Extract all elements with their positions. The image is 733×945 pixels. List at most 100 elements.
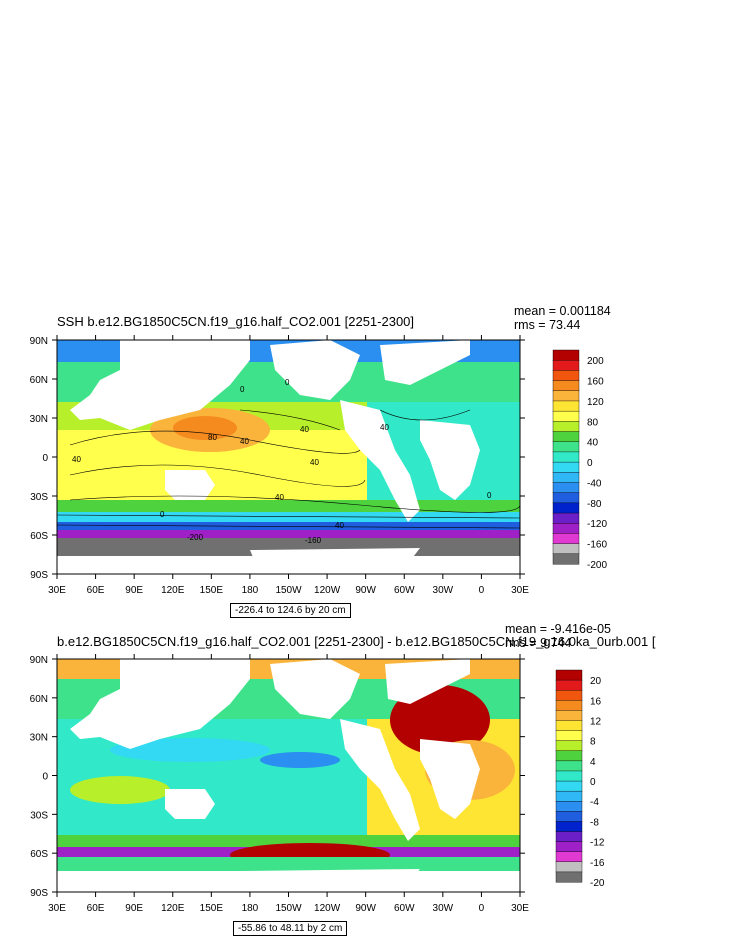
colorbar-label: 0 (590, 777, 596, 788)
lat-tick-label: 30N (30, 733, 48, 744)
colorbar-swatch (552, 482, 580, 494)
lon-tick-label: 60E (87, 903, 105, 914)
colorbar-swatch (555, 831, 583, 843)
map-title: SSH b.e12.BG1850C5CN.f19_g16.half_CO2.00… (57, 314, 415, 329)
rms-stat: rms = 73.44 (514, 318, 581, 332)
colorbar-swatch (552, 410, 580, 422)
colorbar-label: 160 (587, 377, 604, 388)
lat-axis: 90N 60N 30N 0 30S 60S 90S (30, 336, 525, 581)
lat-tick-label: 30S (30, 810, 48, 821)
colorbar-swatch (552, 543, 580, 555)
colorbar-label: -160 (587, 540, 607, 551)
lat-tick-label: 60N (30, 375, 48, 386)
lon-tick-label: 60W (394, 585, 415, 596)
lon-tick-label: 150E (200, 903, 224, 914)
map-svg: 80 40 40 40 40 40 0 40 0 0 -160 -200 40 … (30, 335, 607, 596)
lon-tick-label: 180 (242, 903, 259, 914)
contour-label: 0 (487, 491, 492, 500)
colorbar-label: 200 (587, 356, 604, 367)
mean-stat: mean = -9.416e-05 (505, 622, 611, 636)
map-field: 80 40 40 40 40 40 0 40 0 0 -160 -200 40 … (57, 340, 520, 574)
colorbar-label: -8 (590, 817, 599, 828)
colorbar-label: 8 (590, 737, 596, 748)
colorbar-swatch (555, 861, 583, 873)
colorbar-swatch (552, 390, 580, 402)
colorbar-swatch (552, 553, 580, 565)
contour-label: 40 (335, 521, 344, 530)
colorbar-swatch (555, 871, 583, 883)
lon-tick-label: 30E (48, 585, 66, 596)
colorbar-swatch (552, 461, 580, 473)
colorbar-label: -200 (587, 560, 607, 571)
colorbar-swatch (555, 689, 583, 701)
colorbar-swatch (555, 811, 583, 822)
colorbar-swatch (555, 760, 583, 772)
contour-label: -160 (305, 536, 322, 545)
colorbar-label: 16 (590, 696, 602, 707)
colorbar-swatch (552, 380, 580, 392)
lat-tick-label: 90N (30, 655, 48, 666)
contour-label: 40 (275, 493, 284, 502)
lon-tick-label: 90W (355, 585, 376, 596)
colorbar-swatch (552, 523, 580, 534)
lon-tick-label: 120E (161, 585, 185, 596)
mean-stat: mean = 0.001184 (514, 304, 611, 318)
lat-tick-label: 30N (30, 414, 48, 425)
colorbar-swatch (555, 851, 583, 863)
map-field (57, 659, 520, 892)
lon-tick-label: 30E (511, 903, 529, 914)
lon-tick-label: 180 (242, 585, 259, 596)
colorbar-label: 80 (587, 417, 599, 428)
lon-tick-label: 30E (511, 585, 529, 596)
lon-tick-label: 150W (275, 903, 302, 914)
lat-tick-label: 60S (30, 531, 48, 542)
lat-tick-label: 0 (42, 453, 48, 464)
colorbar-swatch (552, 533, 580, 545)
lat-tick-label: 0 (42, 772, 48, 783)
lon-tick-label: 120E (161, 903, 185, 914)
colorbar-label: 4 (590, 757, 596, 768)
colorbar-label: -120 (587, 519, 607, 530)
map-title: b.e12.BG1850C5CN.f19_g16.half_CO2.001 [2… (57, 634, 656, 649)
colorbar-swatch (555, 679, 583, 691)
colorbar-swatch (555, 821, 583, 833)
lon-tick-label: 150W (275, 585, 302, 596)
colorbar-swatch (555, 790, 583, 802)
colorbar-swatch (552, 400, 580, 412)
colorbar-swatch (552, 359, 580, 371)
colorbar-swatch (555, 730, 583, 742)
colorbar-swatch (552, 492, 580, 504)
colorbar-label: 20 (590, 676, 602, 687)
lat-tick-label: 90S (30, 888, 48, 899)
contour-label: 40 (380, 423, 389, 432)
contour-label: 40 (72, 455, 81, 464)
lon-tick-label: 120W (314, 903, 341, 914)
colorbar-swatch (552, 370, 580, 382)
lat-tick-label: 60N (30, 694, 48, 705)
contour-label: -200 (187, 533, 204, 542)
lat-tick-label: 90S (30, 570, 48, 581)
colorbar-label: -16 (590, 858, 605, 869)
colorbar-label: -80 (587, 499, 602, 510)
map-svg: 90N 60N 30N 0 30S 60S 90S 30E 60E 90E 120E 150E 180… (30, 654, 605, 914)
colorbar: 20 16 12 8 4 0 -4 -8 -12 -16 -20 (555, 669, 605, 889)
colorbar-swatch (552, 349, 580, 361)
lon-tick-label: 90W (355, 903, 376, 914)
colorbar-label: -12 (590, 838, 605, 849)
colorbar-label: 0 (587, 458, 593, 469)
ssh-difference-panel: b.e12.BG1850C5CN.f19_g16.half_CO2.001 [2… (0, 622, 733, 940)
colorbar-label: -4 (590, 797, 599, 808)
colorbar-swatch (555, 801, 583, 812)
ssh-map-panel: SSH b.e12.BG1850C5CN.f19_g16.half_CO2.00… (0, 300, 733, 620)
contour-label: 0 (240, 385, 245, 394)
lon-tick-label: 90E (125, 903, 143, 914)
contour-label: 0 (160, 510, 165, 519)
colorbar-swatch (552, 421, 580, 433)
lon-axis: 30E 60E 90E 120E 150E 180 150W 120W 90W 60W 30W 0 30… (48, 654, 529, 914)
lon-tick-label: 30E (48, 903, 66, 914)
lat-tick-label: 60S (30, 849, 48, 860)
colorbar-label: -40 (587, 478, 602, 489)
contour-range-label: -55.86 to 48.11 by 2 cm (233, 921, 348, 936)
colorbar-swatch (555, 710, 583, 721)
lat-tick-label: 90N (30, 336, 48, 347)
